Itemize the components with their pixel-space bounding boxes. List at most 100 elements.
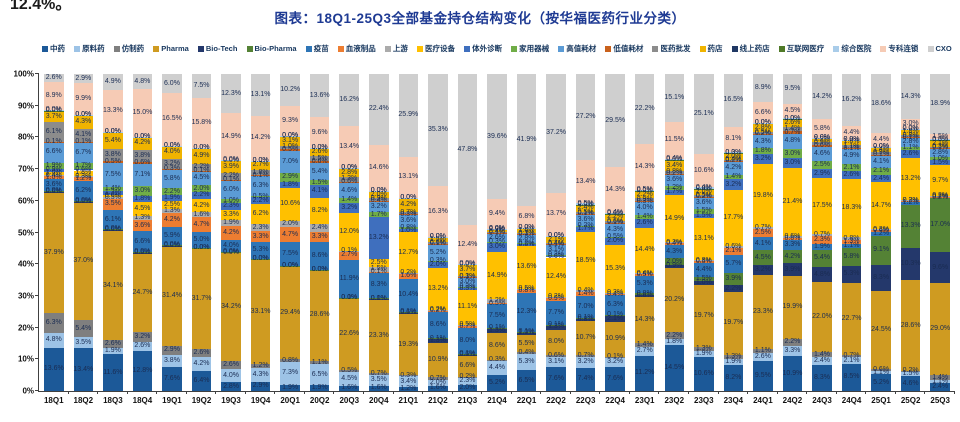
- segment-血液制品: [900, 200, 921, 202]
- x-axis-tick: [894, 391, 896, 394]
- segment-血液制品: [457, 326, 478, 329]
- segment-家用器械: [103, 186, 123, 192]
- segment-医疗设备: [280, 187, 300, 222]
- x-axis-tick: [658, 391, 660, 394]
- legend-label: 医药批发: [660, 44, 691, 53]
- segment-医疗设备: [73, 170, 94, 177]
- segment-原料药: [73, 337, 94, 349]
- segment-Bio-Pharma: [694, 276, 714, 282]
- legend-item-互联网医疗: 互联网医疗: [778, 43, 825, 54]
- bar-21Q3: 2.0% 2.3% 0.2% 6.6% 0.6% 0.1% 8.0% 0.7% 0.5% 11.1…: [453, 74, 483, 405]
- segment-CXO: [694, 74, 714, 154]
- legend-label: 高值耗材: [566, 44, 597, 53]
- segment-高值耗材: [221, 180, 241, 200]
- segment-血液制品: [753, 229, 773, 238]
- x-axis-tick: [244, 391, 246, 394]
- bar-24Q1: 9.5% 2.6% 1.1% 23.3% 3.2% 4.5% 4.1% 2.5% 0.7% 19.…: [748, 74, 778, 405]
- segment-疫苗: [782, 239, 803, 251]
- segment-药店: [546, 236, 566, 244]
- legend-label: 上游: [392, 44, 408, 53]
- segment-CXO: [871, 74, 891, 134]
- segment-专科连锁: [694, 153, 714, 188]
- segment-高值耗材: [575, 214, 596, 226]
- segment-家用器械: [309, 180, 330, 185]
- segment-体外诊断: [812, 169, 832, 179]
- segment-疫苗: [103, 210, 123, 230]
- segment-原料药: [546, 356, 566, 367]
- segment-疫苗: [44, 179, 64, 191]
- legend-label: 体外诊断: [472, 44, 503, 53]
- segment-中药: [723, 364, 744, 391]
- segment-医疗设备: [162, 201, 182, 210]
- segment-仿制药: [339, 370, 359, 372]
- legend-label: 综合医院: [841, 44, 872, 53]
- segment-家用器械: [782, 148, 803, 159]
- segment-原料药: [250, 368, 271, 382]
- segment-医药批发: [457, 276, 478, 278]
- segment-专科连锁: [753, 102, 773, 124]
- segment-药店: [900, 129, 921, 135]
- segment-高值耗材: [634, 202, 655, 215]
- y-axis-label: 70%: [17, 164, 34, 174]
- segment-医疗设备: [812, 178, 832, 235]
- x-axis-tick: [97, 391, 99, 394]
- segment-Bio-Tech: [664, 264, 685, 268]
- segment-上游: [221, 220, 241, 227]
- segment-CXO: [398, 74, 419, 157]
- bar-24Q2: 10.9% 3.3% 2.2% 19.9% 3.9% 4.2% 3.3% 0.6% 0.6% 21…: [778, 74, 808, 405]
- segment-仿制药: [487, 359, 507, 361]
- segment-家用器械: [44, 162, 64, 169]
- segment-综合医院: [723, 152, 744, 154]
- stacked-bar: [103, 74, 123, 391]
- segment-低值耗材: [398, 214, 419, 216]
- segment-Bio-Pharma: [871, 235, 891, 265]
- segment-低值耗材: [634, 201, 655, 203]
- segment-Bio-Tech: [516, 331, 537, 336]
- segment-中药: [487, 374, 507, 391]
- segment-高值耗材: [723, 161, 744, 175]
- segment-中药: [44, 347, 64, 391]
- x-axis-label: 21Q2: [428, 396, 448, 405]
- y-axis-tick: [35, 104, 39, 106]
- segment-仿制药: [398, 375, 419, 377]
- segment-Bio-Pharma: [930, 197, 950, 253]
- segment-上游: [162, 209, 182, 214]
- segment-体外诊断: [753, 154, 773, 165]
- segment-医药批发: [398, 211, 419, 215]
- segment-仿制药: [871, 369, 891, 371]
- segment-医疗设备: [339, 212, 359, 251]
- segment-医疗设备: [428, 268, 448, 310]
- segment-血液制品: [812, 236, 832, 244]
- segment-医药批发: [782, 126, 803, 132]
- y-axis-label: 40%: [17, 259, 34, 269]
- segment-上游: [457, 324, 478, 327]
- segment-CXO: [487, 74, 507, 200]
- segment-体外诊断: [339, 202, 359, 213]
- x-axis-label: 25Q2: [900, 396, 921, 405]
- x-axis-label: 20Q2: [309, 396, 330, 405]
- segment-高值耗材: [930, 148, 950, 158]
- segment-高值耗材: [44, 142, 64, 163]
- segment-原料药: [753, 352, 773, 361]
- segment-医疗设备: [44, 171, 64, 175]
- bar-18Q3: 11.6% 1.9% 2.6% 34.1% 0.6% 0.0% 6.1% 3.5% 0.5% 0.…: [98, 74, 128, 405]
- segment-家用器械: [694, 208, 714, 214]
- segment-体外诊断: [309, 184, 330, 198]
- segment-药店: [841, 139, 862, 145]
- y-axis-label: 80%: [17, 132, 34, 142]
- x-axis-label: 23Q2: [664, 396, 685, 405]
- legend-item-线上药店: 线上药店: [731, 43, 770, 54]
- segment-医药批发: [516, 233, 537, 235]
- segment-Pharma: [634, 297, 655, 343]
- segment-仿制药: [103, 339, 123, 349]
- x-axis-label: 19Q4: [250, 396, 271, 405]
- x-axis-label: 20Q3: [339, 396, 360, 405]
- segment-医药批发: [487, 231, 507, 234]
- segment-血液制品: [73, 177, 94, 181]
- segment-Pharma: [575, 321, 596, 356]
- segment-高值耗材: [309, 163, 330, 181]
- segment-原料药: [723, 358, 744, 365]
- legend-swatch: [699, 45, 706, 52]
- legend-label: 互联网医疗: [786, 44, 825, 53]
- segment-Pharma: [546, 329, 566, 355]
